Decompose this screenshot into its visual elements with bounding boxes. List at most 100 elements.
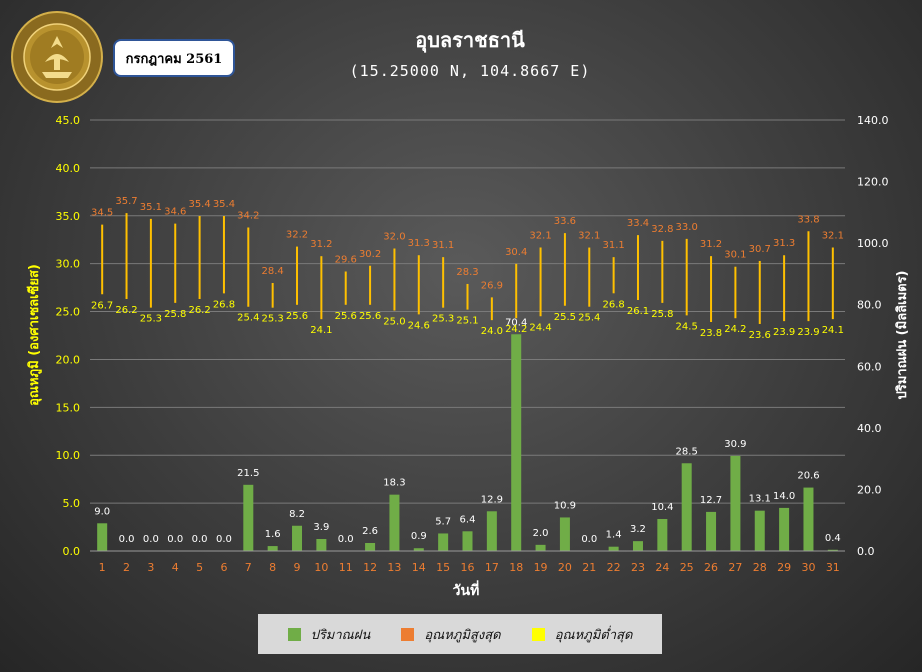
rainfall-data-label: 12.7 — [700, 495, 722, 506]
tmin-data-label: 26.7 — [91, 300, 113, 311]
x-tick-label: 2 — [123, 561, 130, 574]
tmin-data-label: 25.6 — [359, 311, 381, 322]
right-tick-label: 40.0 — [857, 422, 882, 435]
tmin-data-label: 24.4 — [529, 322, 551, 333]
month-label-box: กรกฎาคม 2561 — [113, 39, 235, 77]
tmax-data-label: 33.0 — [676, 222, 698, 233]
x-tick-label: 5 — [196, 561, 203, 574]
x-tick-label: 27 — [728, 561, 742, 574]
left-tick-label: 0.0 — [63, 545, 81, 558]
tmax-data-label: 33.6 — [554, 216, 576, 227]
rainfall-bar — [706, 511, 717, 551]
x-tick-label: 1 — [99, 561, 106, 574]
x-tick-label: 26 — [704, 561, 718, 574]
tmax-data-label: 35.4 — [213, 199, 235, 210]
tmin-data-label: 25.6 — [286, 311, 308, 322]
rainfall-data-label: 0.0 — [192, 534, 208, 545]
x-tick-label: 17 — [485, 561, 499, 574]
rainfall-bar — [267, 546, 278, 551]
rainfall-bar — [511, 334, 522, 551]
axes: วันที่ อุณหภูมิ (องศาเซลเซียส) ปริมาณฝน … — [26, 114, 910, 599]
tmin-data-label: 25.8 — [164, 309, 186, 320]
rainfall-data-label: 10.9 — [554, 500, 576, 511]
tmin-data-label: 25.4 — [237, 313, 259, 324]
rainfall-bar — [413, 548, 424, 551]
chart-title: อุบลราชธานี — [415, 28, 525, 52]
tmin-data-label: 24.5 — [676, 321, 698, 332]
left-tick-label: 45.0 — [56, 114, 81, 127]
data-labels: 9.0 0.0 0.0 0.0 0.0 0.0 21.5 1.6 8.2 3.9 0.0 2.6 18.… — [91, 196, 844, 545]
tmax-data-label: 28.3 — [456, 267, 478, 278]
tmax-data-label: 30.4 — [505, 247, 527, 258]
tmin-data-label: 26.1 — [627, 306, 649, 317]
tmax-data-label: 30.2 — [359, 249, 381, 260]
rainfall-data-label: 0.9 — [411, 531, 427, 542]
rainfall-bar — [754, 510, 765, 551]
left-tick-label: 40.0 — [56, 162, 81, 175]
rainfall-bar — [535, 544, 546, 551]
rainfall-data-label: 0.0 — [143, 534, 159, 545]
x-tick-label: 10 — [314, 561, 328, 574]
right-axis-title: ปริมาณฝน (มิลลิเมตร) — [895, 270, 910, 399]
tmin-data-label: 26.2 — [188, 305, 210, 316]
rainfall-bar — [779, 507, 790, 551]
rainfall-data-label: 20.6 — [797, 471, 819, 482]
rainfall-data-label: 0.0 — [216, 534, 232, 545]
tmin-data-label: 23.9 — [773, 327, 795, 338]
x-tick-label: 6 — [220, 561, 227, 574]
x-tick-label: 8 — [269, 561, 276, 574]
tmin-data-label: 26.2 — [115, 305, 137, 316]
right-tick-label: 100.0 — [857, 237, 889, 250]
rainfall-data-label: 0.0 — [167, 534, 183, 545]
rainfall-data-label: 8.2 — [289, 509, 305, 520]
tmin-data-label: 25.4 — [578, 313, 600, 324]
tmax-data-label: 26.9 — [481, 280, 503, 291]
x-axis-title: วันที่ — [453, 580, 480, 599]
rainfall-bar — [559, 517, 570, 551]
x-tick-label: 18 — [509, 561, 523, 574]
tmin-data-label: 25.3 — [140, 314, 162, 325]
tmax-data-label: 31.1 — [602, 240, 624, 251]
tmin-data-label: 24.2 — [724, 324, 746, 335]
right-tick-label: 0.0 — [857, 545, 875, 558]
rainfall-bars — [97, 334, 838, 551]
x-tick-label: 11 — [339, 561, 353, 574]
tmax-data-label: 28.4 — [262, 266, 284, 277]
tmax-data-label: 31.3 — [408, 238, 430, 249]
rainfall-data-label: 6.4 — [460, 514, 476, 525]
legend-swatch-rain — [287, 627, 301, 641]
tmin-data-label: 25.5 — [554, 312, 576, 323]
rainfall-bar — [292, 525, 303, 551]
left-tick-label: 20.0 — [56, 353, 81, 366]
legend-swatch-tmin — [531, 627, 545, 641]
rainfall-data-label: 1.4 — [606, 530, 622, 541]
tmax-data-label: 32.8 — [651, 224, 673, 235]
x-tick-label: 21 — [582, 561, 596, 574]
rainfall-data-label: 18.3 — [383, 478, 405, 489]
rainfall-bar — [365, 542, 376, 551]
right-tick-label: 120.0 — [857, 176, 889, 189]
rainfall-data-label: 28.5 — [676, 446, 698, 457]
rainfall-data-label: 0.4 — [825, 533, 841, 544]
left-tick-label: 30.0 — [56, 258, 81, 271]
rainfall-bar — [657, 518, 668, 551]
tmin-data-label: 23.9 — [797, 327, 819, 338]
right-tick-label: 140.0 — [857, 114, 889, 127]
tmax-data-label: 29.6 — [335, 254, 357, 265]
legend-label-rain: ปริมาณฝน — [310, 627, 371, 643]
rainfall-bar — [730, 455, 741, 551]
x-tick-label: 30 — [801, 561, 815, 574]
tmax-data-label: 31.1 — [432, 240, 454, 251]
rainfall-bar — [486, 511, 497, 551]
left-tick-label: 10.0 — [56, 449, 81, 462]
tmin-data-label: 23.8 — [700, 328, 722, 339]
tmin-data-label: 25.1 — [456, 316, 478, 327]
left-tick-label: 5.0 — [63, 497, 81, 510]
rainfall-bar — [608, 546, 619, 551]
x-tick-label: 16 — [461, 561, 475, 574]
left-tick-label: 25.0 — [56, 306, 81, 319]
right-tick-label: 60.0 — [857, 360, 882, 373]
tmin-data-label: 25.3 — [432, 314, 454, 325]
legend-item-tmin: อุณหภูมิต่ำสุด — [531, 624, 632, 645]
